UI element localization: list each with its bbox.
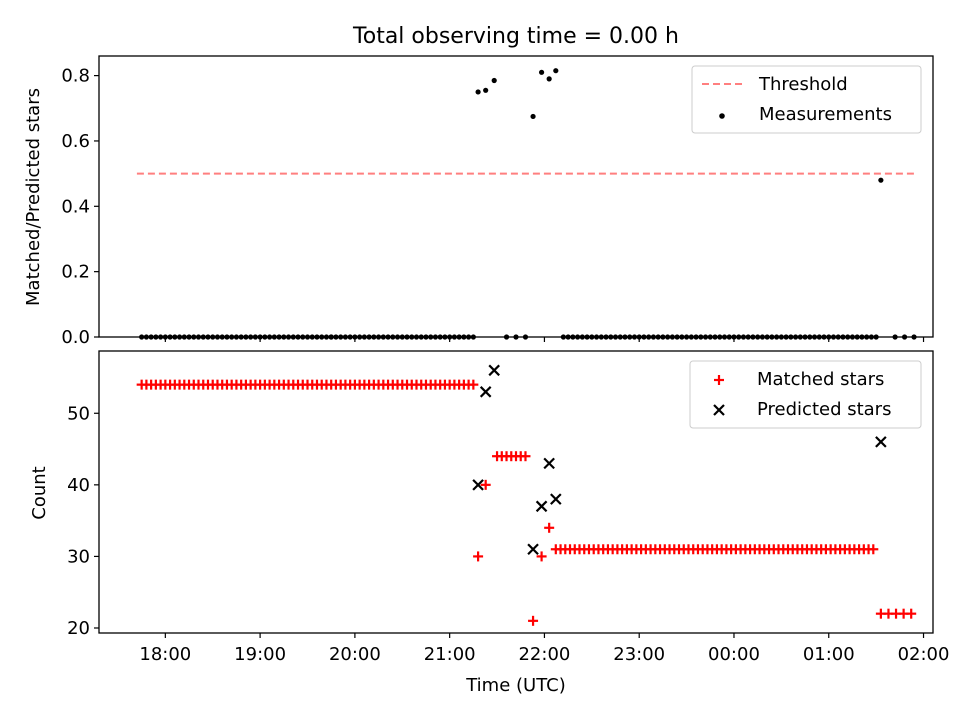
data-point	[878, 177, 884, 183]
legend-predicted-swatch	[713, 404, 725, 416]
bottom-y-axis-label: Count	[29, 466, 50, 519]
data-point	[538, 69, 545, 75]
x-tick-label: 00:00	[708, 644, 760, 665]
top-legend: Threshold Measurements	[691, 65, 922, 134]
data-point	[488, 364, 500, 377]
legend-matched-label: Matched stars	[757, 369, 884, 390]
y-tick-label: 0.0	[61, 327, 90, 348]
top-panel: 0.00.20.40.60.8 Matched/Predicted stars …	[23, 55, 934, 348]
legend-threshold-label: Threshold	[758, 74, 848, 95]
legend-predicted-label: Predicted stars	[757, 399, 891, 420]
data-point	[550, 493, 562, 505]
data-point	[543, 457, 555, 470]
top-panel-frame	[98, 55, 934, 338]
y-tick-label: 0.6	[61, 131, 90, 152]
data-point	[527, 543, 539, 556]
data-point-stroke	[875, 436, 887, 448]
bottom-y-axis: 20 30 40 50	[67, 403, 99, 639]
bottom-legend: Matched stars Predicted stars	[689, 360, 922, 429]
bottom-panel-marks	[136, 364, 917, 626]
data-point	[868, 544, 879, 555]
data-point	[875, 436, 887, 448]
x-tick-label: 20:00	[329, 644, 381, 665]
data-point	[475, 89, 481, 95]
x-axis-label: Time (UTC)	[465, 675, 566, 696]
y-tick-label: 0.8	[61, 66, 90, 87]
data-point	[520, 451, 531, 462]
data-point	[479, 386, 492, 398]
data-point	[536, 551, 547, 562]
top-legend-box	[691, 65, 922, 134]
bottom-legend-box	[689, 360, 922, 429]
y-tick-label: 40	[67, 475, 90, 496]
bottom-panel-frame	[98, 350, 934, 634]
top-y-axis: 0.0 0.2 0.4 0.6 0.8	[61, 66, 99, 348]
data-point	[473, 551, 484, 562]
legend-measurements-label: Measurements	[759, 104, 892, 125]
x-tick-label: 21:00	[424, 644, 476, 665]
data-point	[530, 113, 536, 120]
data-point	[553, 68, 559, 74]
y-tick-label: 0.4	[61, 196, 90, 217]
data-point-stroke	[543, 457, 555, 470]
data-point	[480, 479, 491, 490]
chart-title: Total observing time = 0.00 h	[352, 24, 679, 49]
y-tick-label: 50	[67, 403, 90, 424]
data-point	[528, 615, 539, 626]
data-point	[491, 77, 497, 84]
x-tick-label: 22:00	[518, 644, 570, 665]
data-point-stroke	[479, 386, 492, 398]
x-tick-label: 18:00	[139, 644, 191, 665]
top-x-ticks	[164, 337, 925, 342]
data-point	[906, 608, 917, 619]
data-point-stroke	[472, 479, 484, 491]
top-panel-marks	[136, 68, 917, 340]
data-point	[472, 479, 484, 491]
data-point-stroke	[527, 543, 539, 556]
data-point	[468, 379, 479, 390]
data-point	[544, 522, 555, 533]
data-point-stroke	[550, 493, 562, 505]
y-tick-label: 20	[67, 618, 90, 639]
bottom-panel: 20 30 40 50 18:00 19:00 20:00 21:00 22:00 23:00 0…	[29, 350, 949, 696]
bottom-x-axis: 18:00 19:00 20:00 21:00 22:00 23:00 00:00 01:00…	[139, 633, 949, 665]
x-tick-label: 23:00	[613, 644, 665, 665]
y-tick-label: 30	[67, 546, 90, 567]
data-point	[535, 500, 548, 513]
data-point-stroke	[535, 500, 548, 513]
legend-measurements-swatch	[719, 113, 725, 119]
data-point-stroke	[488, 364, 500, 377]
legend-matched-swatch	[714, 375, 724, 385]
x-tick-label: 02:00	[898, 644, 950, 665]
data-point	[483, 87, 489, 93]
data-point	[546, 76, 552, 82]
top-y-axis-label: Matched/Predicted stars	[23, 88, 44, 306]
x-tick-label: 19:00	[234, 644, 286, 665]
x-tick-label: 01:00	[803, 644, 855, 665]
y-tick-label: 0.2	[61, 262, 90, 283]
